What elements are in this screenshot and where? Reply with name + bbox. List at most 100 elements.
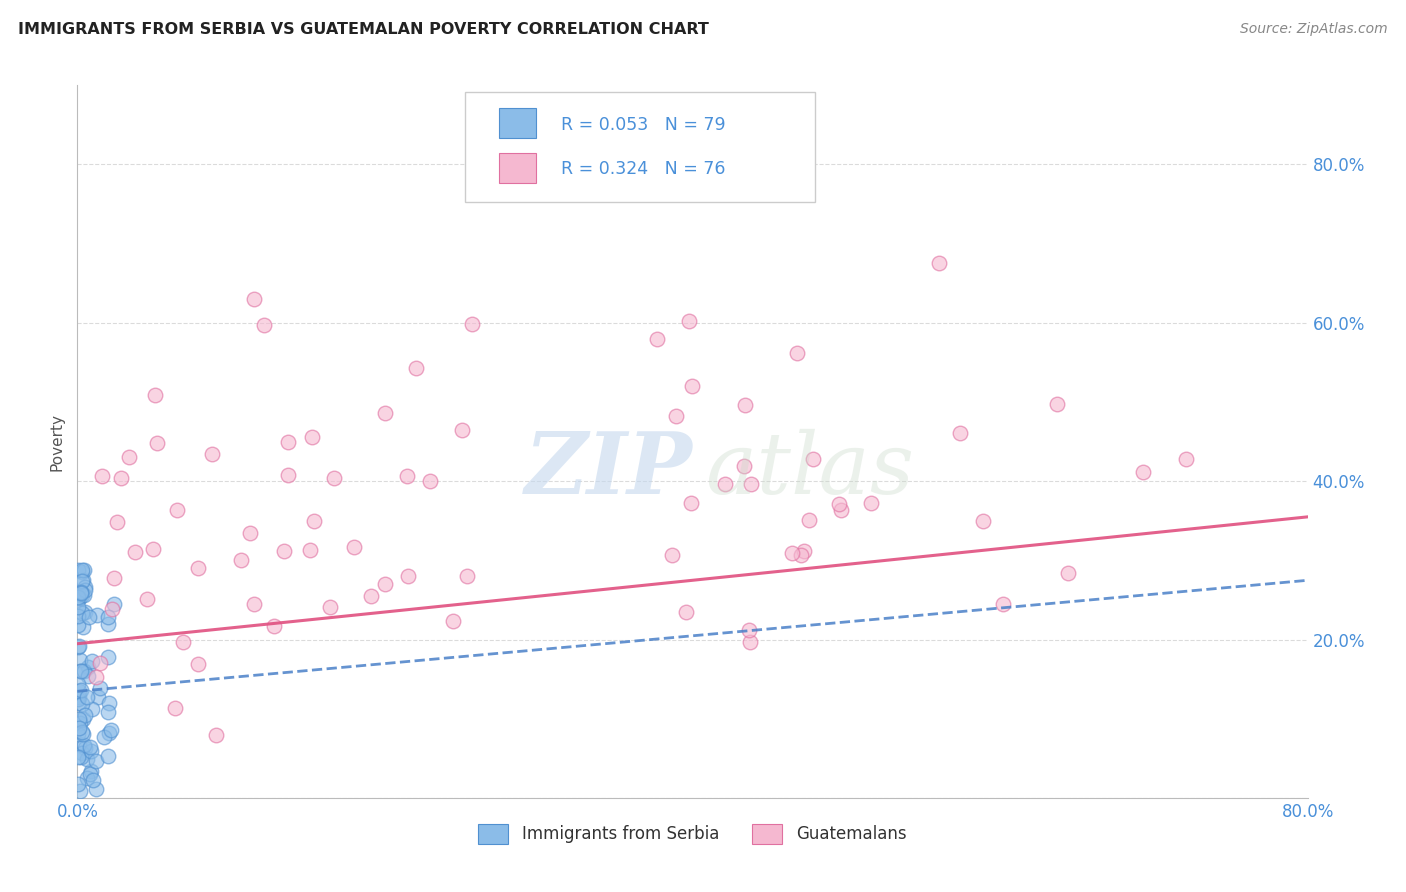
Point	[67, 684, 90, 698]
Point	[374, 406, 396, 420]
Point	[73, 708, 96, 723]
Point	[69, 653, 91, 667]
Point	[67, 738, 90, 752]
Point	[87, 690, 110, 705]
Point	[143, 387, 166, 401]
Point	[66, 677, 89, 691]
Point	[304, 514, 326, 528]
Point	[187, 657, 209, 672]
Point	[782, 545, 804, 559]
Point	[396, 469, 419, 483]
Point	[84, 670, 107, 684]
Point	[738, 623, 761, 637]
Text: IMMIGRANTS FROM SERBIA VS GUATEMALAN POVERTY CORRELATION CHART: IMMIGRANTS FROM SERBIA VS GUATEMALAN POV…	[18, 22, 709, 37]
Point	[322, 471, 344, 485]
FancyBboxPatch shape	[499, 108, 536, 137]
Point	[70, 585, 93, 599]
Point	[793, 544, 815, 558]
Point	[441, 614, 464, 628]
Text: atlas: atlas	[704, 429, 914, 511]
Point	[70, 574, 93, 588]
Point	[66, 640, 89, 655]
Point	[66, 696, 89, 710]
Point	[67, 639, 90, 653]
Point	[277, 467, 299, 482]
Point	[801, 452, 824, 467]
Point	[734, 398, 756, 412]
Point	[105, 516, 128, 530]
Point	[98, 725, 121, 739]
Point	[97, 705, 120, 719]
Point	[67, 712, 90, 726]
Point	[67, 617, 90, 632]
Point	[73, 738, 96, 752]
Point	[103, 571, 125, 585]
Point	[972, 514, 994, 528]
Point	[70, 746, 93, 760]
Point	[80, 764, 103, 779]
Point	[243, 597, 266, 611]
Point	[239, 526, 262, 541]
Point	[79, 740, 101, 755]
Point	[790, 548, 813, 562]
Point	[360, 589, 382, 603]
Point	[67, 721, 90, 735]
Point	[84, 781, 107, 796]
Point	[77, 610, 100, 624]
Point	[73, 664, 96, 678]
Point	[253, 318, 276, 333]
Point	[645, 333, 668, 347]
Point	[77, 659, 100, 673]
Point	[67, 591, 90, 605]
Point	[82, 654, 104, 668]
Point	[242, 292, 264, 306]
Point	[70, 586, 93, 600]
Point	[67, 591, 90, 605]
Point	[89, 681, 111, 695]
Point	[75, 580, 97, 594]
Point	[298, 543, 321, 558]
Point	[70, 588, 93, 602]
Point	[860, 496, 883, 510]
Point	[1046, 397, 1069, 411]
Point	[97, 749, 120, 764]
Point	[200, 447, 222, 461]
Point	[172, 635, 194, 649]
Point	[665, 409, 688, 424]
Point	[72, 712, 94, 726]
Point	[69, 716, 91, 731]
Point	[70, 665, 93, 679]
Y-axis label: Poverty: Poverty	[49, 412, 65, 471]
Point	[163, 701, 186, 715]
Point	[84, 754, 107, 768]
Point	[76, 771, 98, 785]
Point	[928, 256, 950, 270]
Point	[72, 574, 94, 588]
Text: Source: ZipAtlas.com: Source: ZipAtlas.com	[1240, 22, 1388, 37]
Point	[70, 566, 93, 580]
Point	[66, 727, 89, 741]
Point	[82, 702, 104, 716]
Point	[72, 564, 94, 578]
Point	[1057, 566, 1080, 580]
Point	[73, 588, 96, 602]
Point	[682, 379, 704, 393]
Point	[76, 690, 98, 704]
Point	[733, 458, 755, 473]
Point	[136, 591, 159, 606]
Point	[396, 568, 419, 582]
Point	[77, 669, 100, 683]
Text: R = 0.053   N = 79: R = 0.053 N = 79	[561, 116, 725, 134]
Point	[100, 723, 122, 737]
Point	[1132, 465, 1154, 479]
Point	[69, 784, 91, 798]
Point	[374, 577, 396, 591]
Point	[90, 468, 112, 483]
Point	[166, 502, 188, 516]
Point	[97, 649, 120, 664]
Point	[70, 724, 93, 739]
Point	[828, 497, 851, 511]
Point	[66, 750, 89, 764]
Point	[103, 597, 125, 611]
Point	[450, 423, 472, 437]
